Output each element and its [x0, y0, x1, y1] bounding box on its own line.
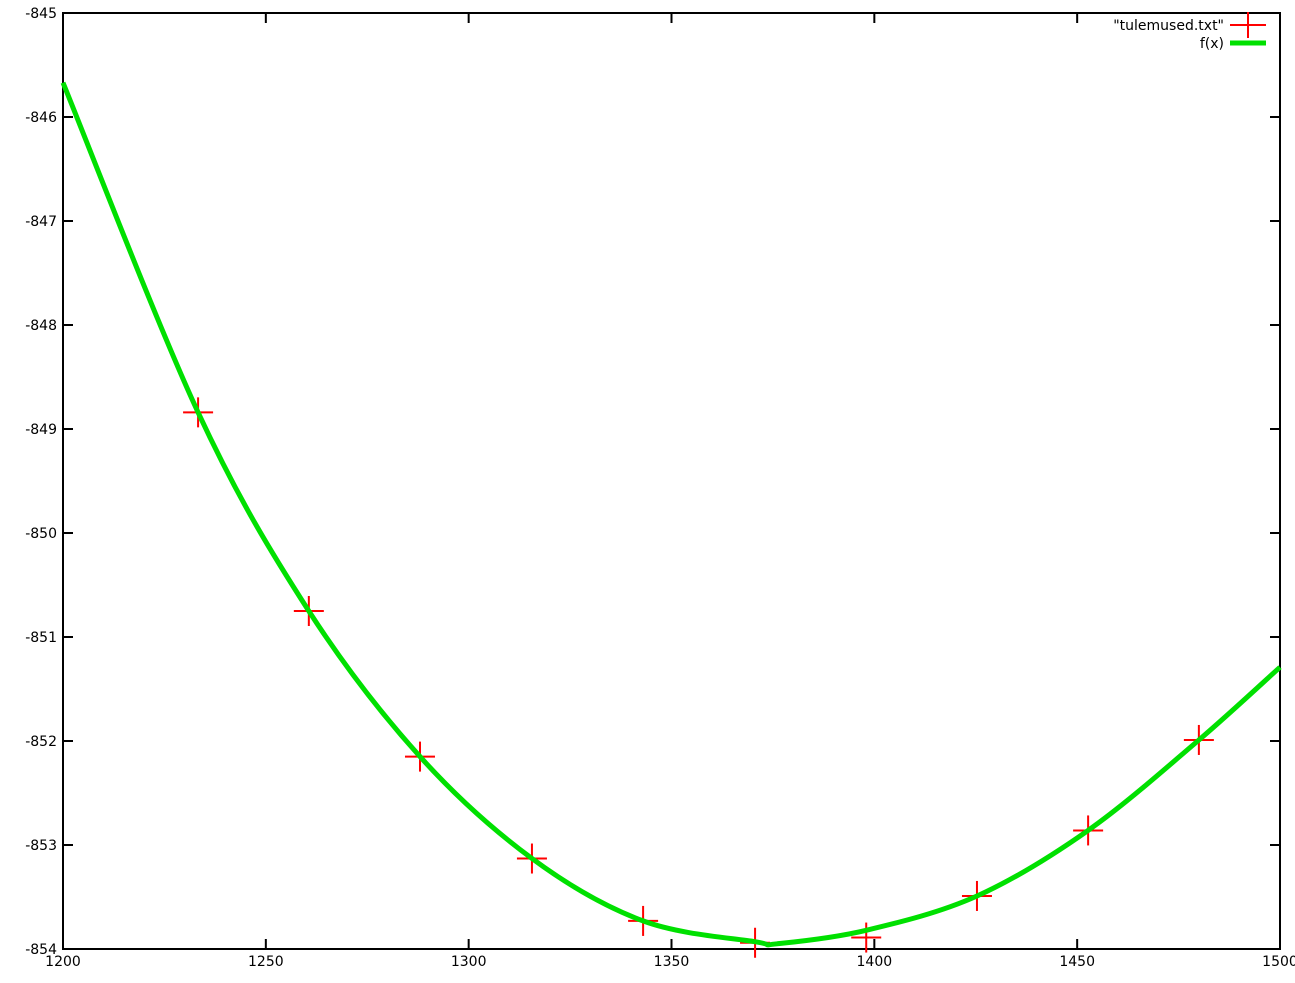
y-tick-label: -846 [25, 110, 57, 126]
y-tick-label: -854 [25, 942, 57, 958]
y-tick-label: -853 [25, 838, 57, 854]
x-tick-label: 1250 [248, 954, 284, 970]
y-tick-label: -848 [25, 318, 57, 334]
y-tick-label: -851 [25, 630, 57, 646]
plot-border [62, 12, 1281, 950]
y-tick-label: -852 [25, 734, 57, 750]
x-tick-label: 1300 [451, 954, 487, 970]
legend-entry: "tulemused.txt" [1113, 12, 1266, 38]
fit-curve [60, 81, 1282, 948]
legend-entry: f(x) [1200, 36, 1266, 52]
y-tick-label: -847 [25, 214, 57, 230]
y-tick-label: -849 [25, 422, 57, 438]
x-tick-label: 1500 [1262, 954, 1295, 970]
y-tick-label: -850 [25, 526, 57, 542]
x-tick-label: 1350 [654, 954, 690, 970]
x-tick-label: 1450 [1059, 954, 1095, 970]
data-point-marker [851, 922, 882, 953]
x-tick-label: 1400 [857, 954, 893, 970]
x-tick-label: 1200 [45, 954, 81, 970]
legend-entry-label: "tulemused.txt" [1113, 18, 1224, 34]
legend-entry-label: f(x) [1200, 36, 1224, 52]
y-tick-label: -845 [25, 6, 57, 22]
